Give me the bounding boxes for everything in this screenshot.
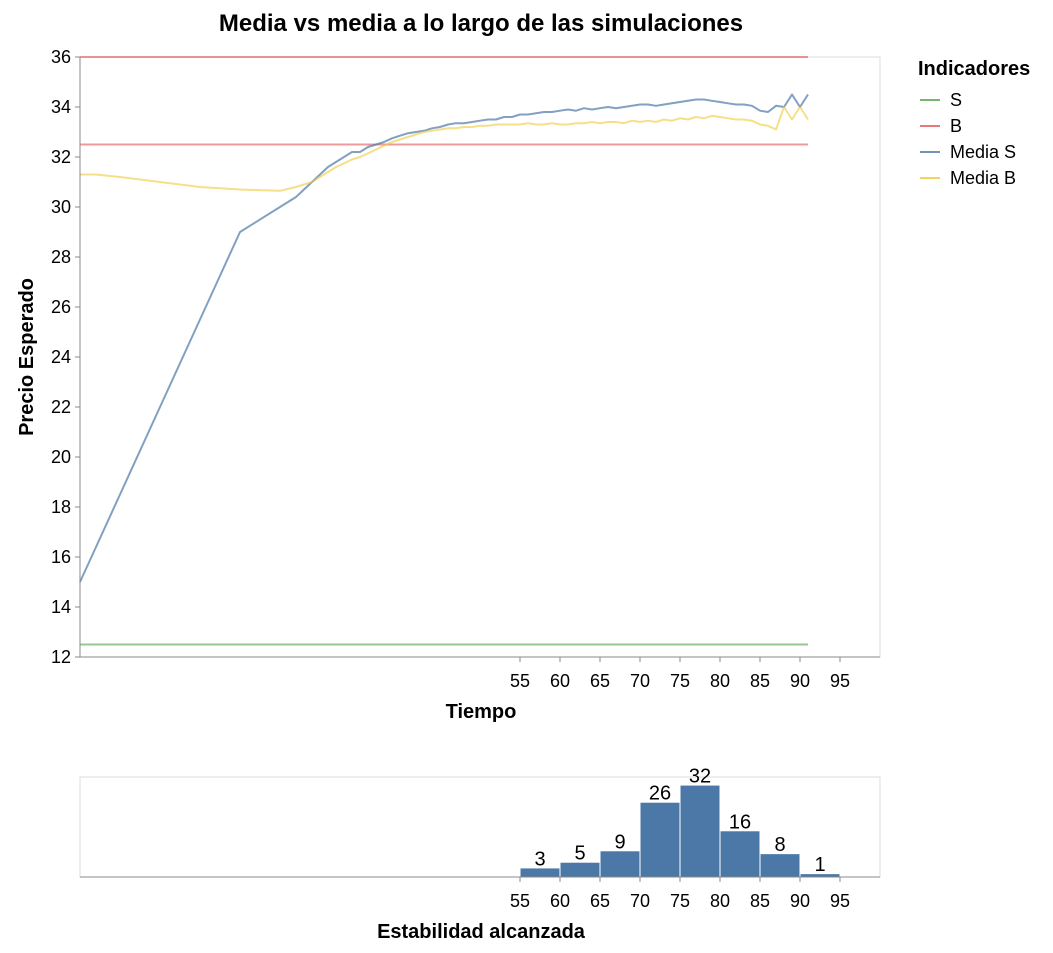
y-tick-label: 14 bbox=[51, 597, 71, 617]
y-tick-label: 26 bbox=[51, 297, 71, 317]
y-tick-label: 12 bbox=[51, 647, 71, 667]
histogram-x-tick-label: 75 bbox=[670, 891, 690, 911]
histogram-bar bbox=[760, 854, 800, 877]
y-tick-label: 32 bbox=[51, 147, 71, 167]
legend-label: Media S bbox=[950, 142, 1016, 162]
histogram-x-axis: 55 60 65 70 75 80 85 90 95 bbox=[80, 876, 880, 911]
histogram-x-tick-label: 85 bbox=[750, 891, 770, 911]
histogram-x-tick-label: 60 bbox=[550, 891, 570, 911]
x-axis: 55 60 65 70 75 80 85 90 95 bbox=[80, 656, 880, 691]
y-tick-label: 22 bbox=[51, 397, 71, 417]
histogram-bar bbox=[520, 868, 560, 877]
bar-value-label: 32 bbox=[689, 766, 711, 788]
y-tick-label: 36 bbox=[51, 47, 71, 67]
y-tick-label: 16 bbox=[51, 547, 71, 567]
legend: Indicadores SB Media S Media B bbox=[918, 58, 1030, 188]
histogram-x-tick-label: 70 bbox=[630, 891, 650, 911]
series-line-media-s bbox=[79, 93, 809, 583]
bar-value-label: 5 bbox=[574, 843, 585, 865]
y-tick-label: 18 bbox=[51, 497, 71, 517]
x-tick-label: 55 bbox=[510, 671, 530, 691]
histogram-x-tick-label: 65 bbox=[590, 891, 610, 911]
histogram-bar bbox=[680, 785, 720, 877]
y-tick-label: 24 bbox=[51, 347, 71, 367]
y-tick-label: 30 bbox=[51, 197, 71, 217]
histogram-x-tick-label: 80 bbox=[710, 891, 730, 911]
histogram-bar bbox=[720, 831, 760, 877]
histogram-plot-area: 3 5 9 26 32 16 8 1 bbox=[520, 766, 840, 877]
bar-value-label: 9 bbox=[614, 831, 625, 853]
bar-value-label: 8 bbox=[774, 834, 785, 856]
y-tick-label: 20 bbox=[51, 447, 71, 467]
y-tick-label: 28 bbox=[51, 247, 71, 267]
x-axis-title: Tiempo bbox=[446, 701, 517, 723]
legend-entry: Media B bbox=[920, 168, 1016, 188]
x-tick-label: 85 bbox=[750, 671, 770, 691]
bar-value-label: 3 bbox=[534, 848, 545, 870]
x-tick-label: 60 bbox=[550, 671, 570, 691]
histogram-x-tick-label: 90 bbox=[790, 891, 810, 911]
main-plot-frame bbox=[79, 56, 881, 658]
x-tick-label: 95 bbox=[830, 671, 850, 691]
y-axis-title: Precio Esperado bbox=[16, 278, 38, 436]
bar-value-label: 1 bbox=[814, 854, 825, 876]
bar-value-label: 16 bbox=[729, 811, 751, 833]
histogram-x-axis-title: Estabilidad alcanzada bbox=[377, 921, 586, 943]
chart-title: Media vs media a lo largo de las simulac… bbox=[219, 10, 743, 37]
legend-entry: B bbox=[920, 116, 962, 136]
legend-label: S bbox=[950, 90, 962, 110]
histogram-bar bbox=[600, 851, 640, 877]
histogram-x-tick-label: 95 bbox=[830, 891, 850, 911]
series-line-media-b bbox=[80, 106, 809, 192]
histogram-frame bbox=[79, 776, 881, 878]
bar-value-label: 26 bbox=[649, 783, 671, 805]
x-tick-label: 70 bbox=[630, 671, 650, 691]
histogram-bar bbox=[560, 862, 600, 877]
legend-title: Indicadores bbox=[918, 58, 1030, 80]
histogram-x-tick-label: 55 bbox=[510, 891, 530, 911]
x-tick-label: 65 bbox=[590, 671, 610, 691]
y-tick-label: 34 bbox=[51, 97, 71, 117]
main-plot-area bbox=[79, 56, 809, 646]
histogram-bar bbox=[640, 802, 680, 877]
histogram-bar bbox=[800, 874, 840, 877]
legend-entry: Media S bbox=[920, 142, 1016, 162]
legend-entry: S bbox=[920, 90, 962, 110]
x-tick-label: 80 bbox=[710, 671, 730, 691]
legend-label: Media B bbox=[950, 168, 1016, 188]
x-tick-label: 90 bbox=[790, 671, 810, 691]
x-tick-label: 75 bbox=[670, 671, 690, 691]
y-axis: 12 14 16 18 20 22 24 26 28 30 32 34 36 bbox=[51, 47, 81, 667]
legend-label: B bbox=[950, 116, 962, 136]
